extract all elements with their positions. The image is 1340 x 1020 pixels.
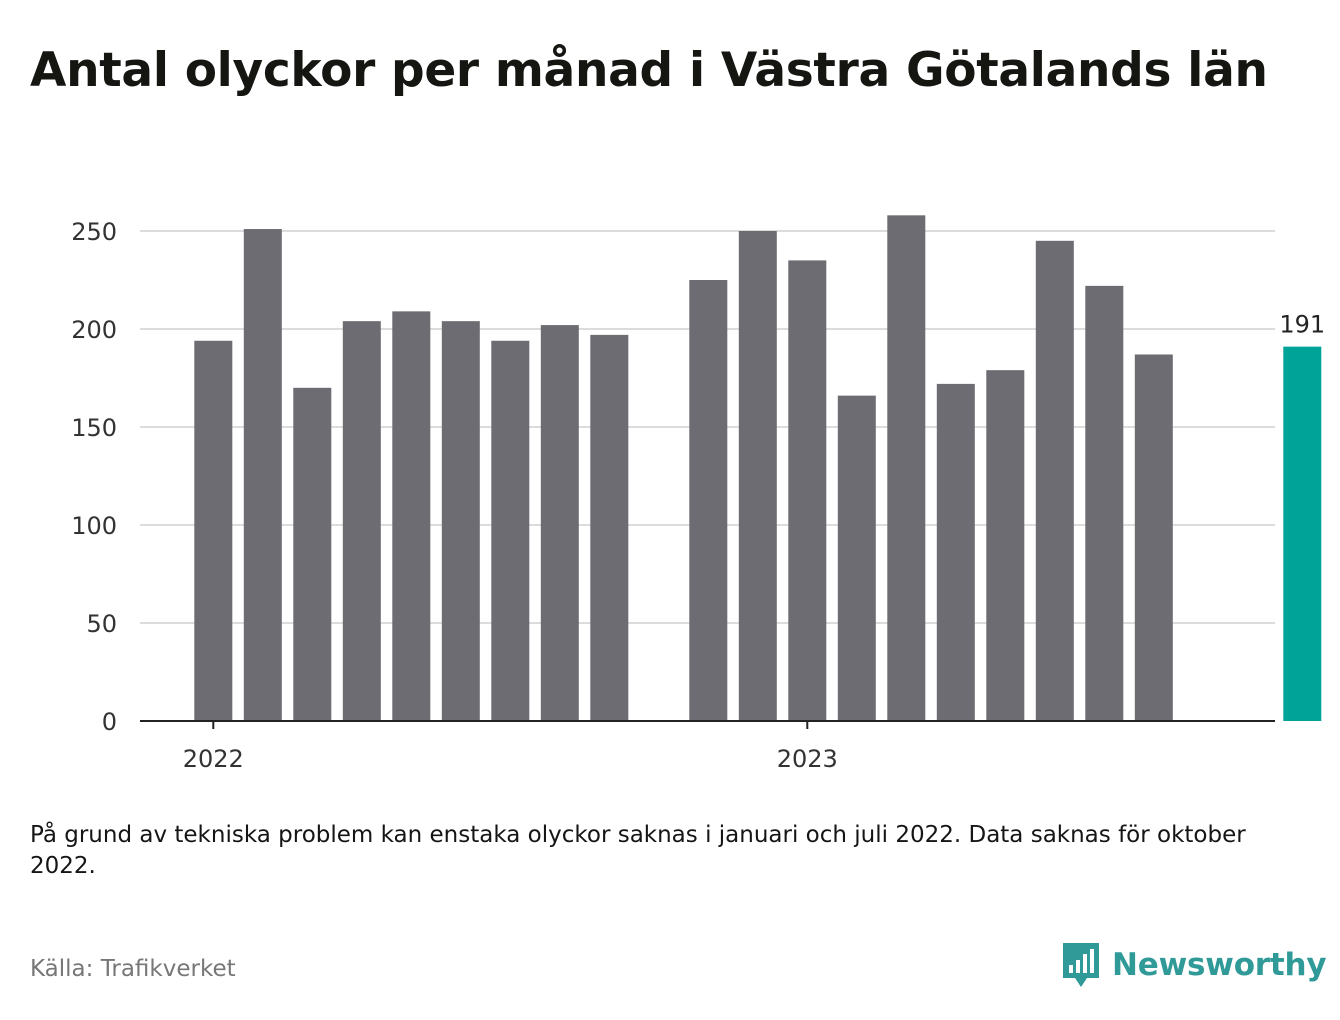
bar xyxy=(441,321,480,721)
y-tick-label: 0 xyxy=(102,708,117,736)
brand-name: Newsworthy xyxy=(1112,947,1327,983)
bar xyxy=(1134,354,1173,721)
y-tick-label: 150 xyxy=(71,414,117,442)
source-credit: Källa: Trafikverket xyxy=(30,956,236,982)
bar xyxy=(243,229,282,722)
bar xyxy=(392,311,431,721)
x-tick-label: 2023 xyxy=(777,745,838,773)
brand-logo[interactable]: Newsworthy xyxy=(1060,940,1327,990)
bar-chart: 0 50 100 150 200 250 191 2022 2023 xyxy=(71,215,1325,773)
bar-chart-speech-bubble-icon xyxy=(1063,943,1099,987)
y-tick-label: 250 xyxy=(71,218,117,246)
chart-note: På grund av tekniska problem kan enstaka… xyxy=(30,822,1246,879)
y-tick-label: 100 xyxy=(71,512,117,540)
bar xyxy=(491,340,530,721)
bar xyxy=(936,383,975,721)
bar xyxy=(887,215,926,721)
bar xyxy=(837,395,876,721)
chart-title: Antal olyckor per månad i Västra Götalan… xyxy=(30,43,1268,98)
bar xyxy=(540,325,579,721)
bar xyxy=(1085,285,1124,721)
bar xyxy=(986,370,1025,721)
bar xyxy=(1035,240,1074,722)
bar xyxy=(194,340,233,721)
y-tick-label: 200 xyxy=(71,316,117,344)
bar xyxy=(293,387,332,721)
bar xyxy=(738,231,777,721)
bar xyxy=(689,280,728,721)
bar xyxy=(590,334,629,721)
bar xyxy=(342,321,381,721)
bar xyxy=(788,260,827,721)
data-label: 191 xyxy=(1279,311,1325,339)
y-tick-label: 50 xyxy=(86,610,117,638)
bar-highlight xyxy=(1283,346,1322,721)
x-tick-label: 2022 xyxy=(183,745,244,773)
